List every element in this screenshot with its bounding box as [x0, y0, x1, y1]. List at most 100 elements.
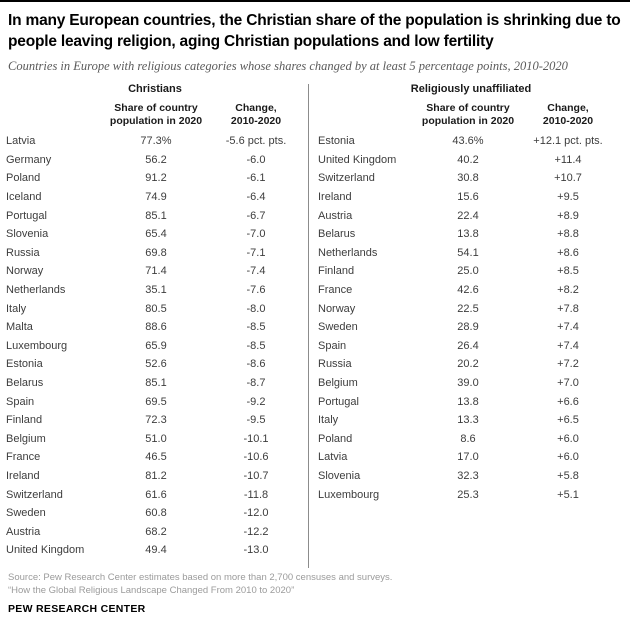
- country-cell: Portugal: [6, 209, 47, 222]
- column-header-change: Change, 2010-2020: [542, 102, 594, 127]
- table-row: Malta 88.6 -8.5: [6, 318, 304, 337]
- country-cell: Malta: [6, 321, 33, 334]
- footer: Source: Pew Research Center estimates ba…: [8, 571, 624, 597]
- change-cell: -7.1: [246, 246, 266, 259]
- change-cell: -6.1: [246, 172, 266, 185]
- country-cell: United Kingdom: [318, 153, 397, 166]
- share-cell: 22.5: [457, 302, 479, 315]
- change-cell: +12.1 pct. pts.: [533, 135, 603, 148]
- table-body-unaffiliated: Estonia 43.6% +12.1 pct. pts. United Kingdo…: [318, 132, 624, 504]
- table-row: Estonia 52.6 -8.6: [6, 355, 304, 374]
- share-cell: 51.0: [145, 432, 167, 445]
- country-cell: Spain: [6, 395, 35, 408]
- country-cell: Austria: [318, 209, 353, 222]
- share-cell: 88.6: [145, 321, 167, 334]
- country-cell: Italy: [6, 302, 27, 315]
- table-row: Russia 20.2 +7.2: [318, 355, 624, 374]
- change-cell: -8.5: [246, 339, 266, 352]
- group-label-unaffiliated: Religiously unaffiliated: [410, 83, 532, 95]
- table-row: United Kingdom 49.4 -13.0: [6, 541, 304, 560]
- country-cell: Sweden: [318, 321, 358, 334]
- country-cell: Poland: [6, 172, 41, 185]
- share-cell: 61.6: [145, 488, 167, 501]
- group-label-christians: Christians: [128, 83, 182, 95]
- share-cell: 13.8: [457, 395, 479, 408]
- share-cell: 72.3: [145, 414, 167, 427]
- table-row: Slovenia 32.3 +5.8: [318, 467, 624, 486]
- table-row: Portugal 85.1 -6.7: [6, 206, 304, 225]
- country-cell: Iceland: [6, 191, 42, 204]
- table-row: Finland 72.3 -9.5: [6, 411, 304, 430]
- country-cell: Belarus: [318, 228, 356, 241]
- country-cell: Poland: [318, 432, 353, 445]
- change-cell: -9.2: [246, 395, 266, 408]
- change-cell: -6.0: [246, 153, 266, 166]
- change-cell: +5.1: [557, 488, 579, 501]
- tables-region: Christians Share of country population i…: [0, 82, 630, 568]
- share-cell: 65.9: [145, 339, 167, 352]
- change-cell: -6.4: [246, 191, 266, 204]
- country-cell: France: [318, 284, 353, 297]
- table-row: Ireland 15.6 +9.5: [318, 188, 624, 207]
- change-cell: +6.5: [557, 414, 579, 427]
- share-cell: 52.6: [145, 358, 167, 371]
- change-cell: -8.5: [246, 321, 266, 334]
- table-row: Luxembourg 65.9 -8.5: [6, 337, 304, 356]
- table-row: Spain 26.4 +7.4: [318, 337, 624, 356]
- table-row: Belarus 85.1 -8.7: [6, 374, 304, 393]
- source-text: Source: Pew Research Center estimates ba…: [8, 572, 393, 583]
- column-headers: Share of country population in 2020 Chan…: [318, 101, 624, 127]
- change-cell: +9.5: [557, 191, 579, 204]
- share-cell: 43.6%: [452, 135, 484, 148]
- change-cell: -13.0: [243, 544, 269, 557]
- table-row: Italy 13.3 +6.5: [318, 411, 624, 430]
- share-cell: 20.2: [457, 358, 479, 371]
- country-cell: Germany: [6, 153, 52, 166]
- change-cell: +5.8: [557, 469, 579, 482]
- change-cell: -7.6: [246, 284, 266, 297]
- country-cell: Russia: [6, 246, 40, 259]
- country-cell: Luxembourg: [318, 488, 380, 501]
- share-cell: 30.8: [457, 172, 479, 185]
- table-row: Russia 69.8 -7.1: [6, 244, 304, 263]
- share-cell: 69.5: [145, 395, 167, 408]
- country-cell: Netherlands: [6, 284, 66, 297]
- share-cell: 35.1: [145, 284, 167, 297]
- change-cell: -7.4: [246, 265, 266, 278]
- share-cell: 15.6: [457, 191, 479, 204]
- table-row: Iceland 74.9 -6.4: [6, 188, 304, 207]
- share-cell: 28.9: [457, 321, 479, 334]
- table-row: France 46.5 -10.6: [6, 448, 304, 467]
- share-cell: 60.8: [145, 507, 167, 520]
- country-cell: France: [6, 451, 41, 464]
- share-cell: 13.8: [457, 228, 479, 241]
- table-row: Switzerland 30.8 +10.7: [318, 169, 624, 188]
- table-row: Finland 25.0 +8.5: [318, 262, 624, 281]
- country-cell: Slovenia: [318, 469, 361, 482]
- country-cell: Belgium: [6, 432, 46, 445]
- change-cell: +7.4: [557, 339, 579, 352]
- country-cell: Finland: [6, 414, 43, 427]
- country-cell: Luxembourg: [6, 339, 68, 352]
- share-cell: 8.6: [460, 432, 476, 445]
- share-cell: 54.1: [457, 246, 479, 259]
- share-cell: 13.3: [457, 414, 479, 427]
- country-cell: Norway: [6, 265, 44, 278]
- share-cell: 85.1: [145, 209, 167, 222]
- change-cell: -12.2: [243, 525, 269, 538]
- share-cell: 46.5: [145, 451, 167, 464]
- share-cell: 71.4: [145, 265, 167, 278]
- share-cell: 69.8: [145, 246, 167, 259]
- change-cell: +7.8: [557, 302, 579, 315]
- share-cell: 85.1: [145, 377, 167, 390]
- brand-pew-research-center: PEW RESEARCH CENTER: [8, 603, 146, 615]
- table-row: Portugal 13.8 +6.6: [318, 392, 624, 411]
- table-row: United Kingdom 40.2 +11.4: [318, 151, 624, 170]
- share-cell: 56.2: [145, 153, 167, 166]
- change-cell: +6.6: [557, 395, 579, 408]
- country-cell: Latvia: [6, 135, 36, 148]
- share-cell: 32.3: [457, 469, 479, 482]
- page-title: In many European countries, the Christia…: [8, 12, 621, 50]
- table-row: Norway 22.5 +7.8: [318, 299, 624, 318]
- change-cell: +8.6: [557, 246, 579, 259]
